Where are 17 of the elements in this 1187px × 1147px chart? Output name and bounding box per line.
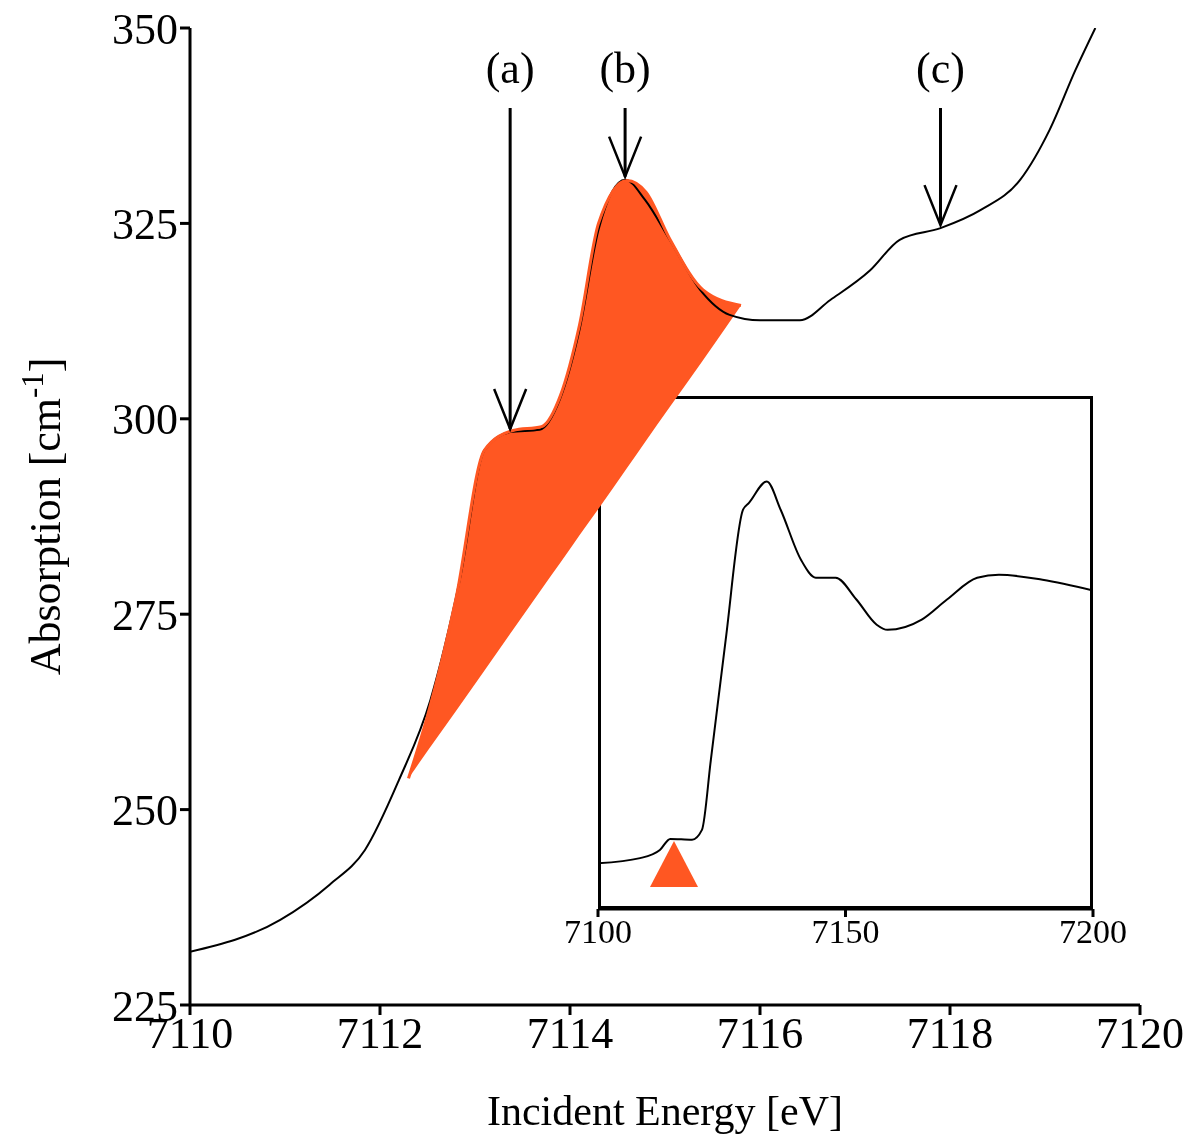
y-tick-label: 300 <box>112 395 178 445</box>
x-tick-label: 7200 <box>1059 913 1127 951</box>
annotation: (b) <box>599 44 651 93</box>
y-tick-label: 325 <box>112 200 178 250</box>
x-tick-label: 7116 <box>716 1009 804 1059</box>
annotation: (a) <box>485 44 535 93</box>
x-tick-label: 7114 <box>526 1009 614 1059</box>
x-axis-title: Incident Energy [eV] <box>486 1088 844 1134</box>
x-tick-label: 7112 <box>336 1009 424 1059</box>
y-tick-label: 250 <box>112 786 178 836</box>
x-tick-label: 7150 <box>811 913 880 951</box>
x-tick-label: 7118 <box>906 1009 994 1059</box>
x-tick-label: 7100 <box>564 913 632 951</box>
annotation: (c) <box>916 44 965 93</box>
x-tick-label: 7120 <box>1096 1009 1184 1059</box>
y-tick-label: 350 <box>112 4 178 54</box>
y-tick-label: 275 <box>112 590 178 640</box>
